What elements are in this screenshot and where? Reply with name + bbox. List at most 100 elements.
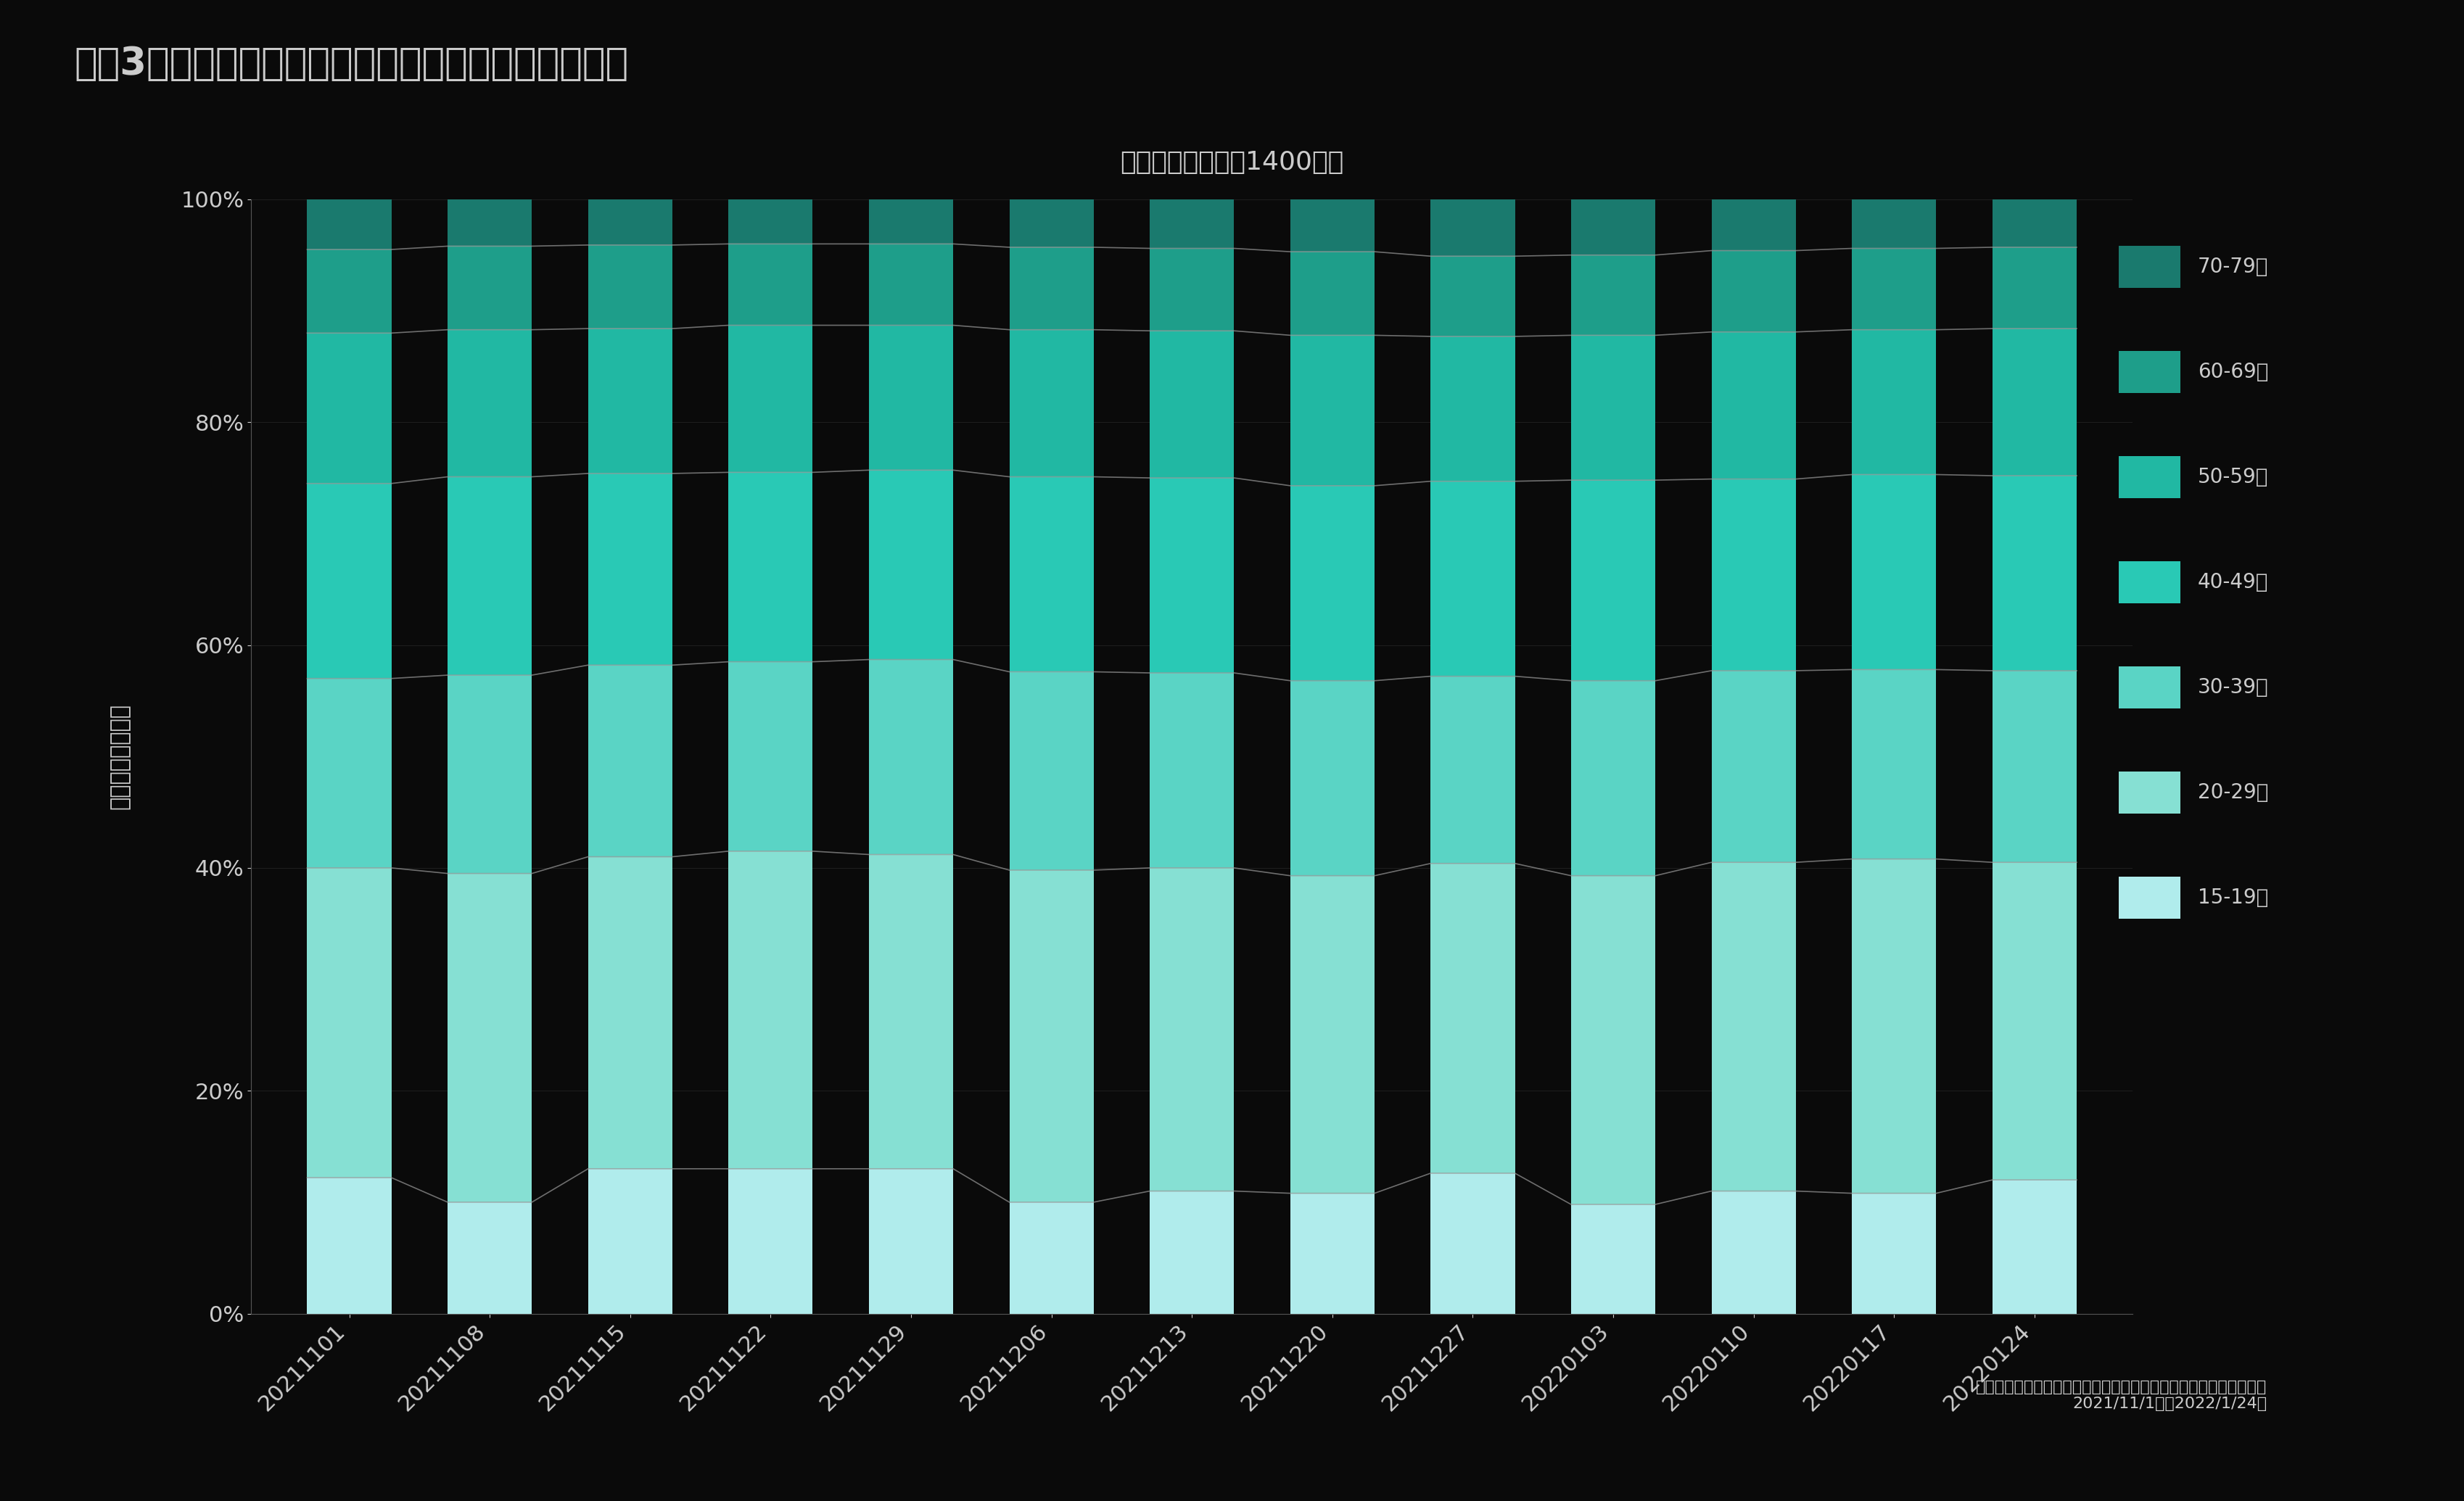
- Bar: [448, 1202, 532, 1313]
- Bar: [1853, 859, 1937, 1193]
- Bar: [870, 326, 954, 470]
- Bar: [1853, 474, 1937, 669]
- Bar: [308, 868, 392, 1178]
- Text: 下北沢駅　休日・1400時台: 下北沢駅 休日・1400時台: [1121, 150, 1343, 174]
- Bar: [1993, 863, 2077, 1180]
- Bar: [1572, 875, 1656, 1204]
- Bar: [729, 851, 813, 1169]
- Bar: [308, 333, 392, 483]
- Bar: [448, 675, 532, 874]
- Bar: [1010, 1202, 1094, 1313]
- Bar: [1151, 672, 1234, 868]
- Text: 50-59歳: 50-59歳: [2198, 467, 2269, 488]
- Bar: [1572, 681, 1656, 875]
- Bar: [1853, 669, 1937, 859]
- Bar: [1432, 482, 1515, 677]
- Text: 40-49歳: 40-49歳: [2198, 572, 2269, 593]
- Bar: [1432, 257, 1515, 336]
- Bar: [1572, 255, 1656, 335]
- Bar: [1853, 330, 1937, 474]
- Bar: [308, 1178, 392, 1313]
- Bar: [1010, 672, 1094, 871]
- Bar: [1291, 875, 1375, 1193]
- Bar: [1010, 871, 1094, 1202]
- Bar: [1572, 1204, 1656, 1313]
- Bar: [448, 477, 532, 675]
- Bar: [1010, 200, 1094, 248]
- Text: 15-19歳: 15-19歳: [2198, 887, 2269, 908]
- Bar: [308, 483, 392, 678]
- Bar: [448, 874, 532, 1202]
- Bar: [589, 200, 673, 245]
- Bar: [870, 854, 954, 1169]
- Bar: [1993, 248, 2077, 329]
- Bar: [1432, 677, 1515, 863]
- Bar: [1712, 1192, 1796, 1313]
- Text: 70-79歳: 70-79歳: [2198, 257, 2269, 278]
- Bar: [1432, 200, 1515, 257]
- Bar: [870, 659, 954, 854]
- Bar: [1712, 671, 1796, 863]
- Bar: [448, 330, 532, 477]
- Bar: [1432, 863, 1515, 1174]
- Bar: [448, 200, 532, 246]
- Bar: [1291, 1193, 1375, 1313]
- Bar: [870, 243, 954, 326]
- Bar: [1853, 200, 1937, 248]
- Bar: [870, 470, 954, 659]
- Bar: [589, 329, 673, 473]
- Bar: [729, 200, 813, 243]
- Bar: [729, 473, 813, 662]
- Bar: [1712, 863, 1796, 1192]
- Bar: [1010, 330, 1094, 477]
- Bar: [1291, 335, 1375, 486]
- Bar: [589, 473, 673, 665]
- Bar: [1151, 1192, 1234, 1313]
- Bar: [729, 243, 813, 326]
- Bar: [870, 200, 954, 243]
- Bar: [1010, 477, 1094, 672]
- Text: 60-69歳: 60-69歳: [2198, 362, 2269, 383]
- Bar: [1712, 251, 1796, 332]
- Text: 30-39歳: 30-39歳: [2198, 677, 2269, 698]
- Bar: [1853, 248, 1937, 330]
- Bar: [729, 1169, 813, 1313]
- Bar: [1291, 486, 1375, 681]
- Bar: [729, 326, 813, 473]
- Bar: [1151, 200, 1234, 248]
- Bar: [1151, 868, 1234, 1192]
- Bar: [308, 200, 392, 249]
- Bar: [1993, 476, 2077, 671]
- Bar: [1010, 248, 1094, 330]
- Bar: [589, 665, 673, 857]
- Text: 20-29歳: 20-29歳: [2198, 782, 2269, 803]
- Bar: [1993, 329, 2077, 476]
- Bar: [1291, 681, 1375, 875]
- Bar: [1993, 1180, 2077, 1313]
- Text: 直近3ヶ月の休日　下北沢駅周辺人口年代構成比推移: 直近3ヶ月の休日 下北沢駅周辺人口年代構成比推移: [74, 45, 628, 83]
- Bar: [729, 662, 813, 851]
- Bar: [1853, 1193, 1937, 1313]
- Bar: [1993, 200, 2077, 248]
- Bar: [1151, 248, 1234, 330]
- Bar: [1572, 335, 1656, 480]
- Bar: [1432, 336, 1515, 482]
- Bar: [1572, 480, 1656, 681]
- Bar: [1432, 1174, 1515, 1313]
- Text: データ：モバイル空間統計・国内人口分布統計（リアルタイム版）
2021/11/1週～2022/1/24週: データ：モバイル空間統計・国内人口分布統計（リアルタイム版） 2021/11/1…: [1976, 1379, 2267, 1411]
- Bar: [1291, 252, 1375, 335]
- Bar: [589, 1169, 673, 1313]
- Bar: [1291, 200, 1375, 252]
- Bar: [1712, 200, 1796, 251]
- Bar: [1151, 330, 1234, 477]
- Bar: [308, 249, 392, 333]
- Y-axis label: 滞在者人口（人）: 滞在者人口（人）: [108, 704, 131, 809]
- Bar: [1151, 477, 1234, 672]
- Bar: [589, 857, 673, 1169]
- Bar: [589, 245, 673, 329]
- Bar: [1572, 200, 1656, 255]
- Bar: [1712, 332, 1796, 479]
- Bar: [1712, 479, 1796, 671]
- Bar: [870, 1169, 954, 1313]
- Bar: [308, 678, 392, 868]
